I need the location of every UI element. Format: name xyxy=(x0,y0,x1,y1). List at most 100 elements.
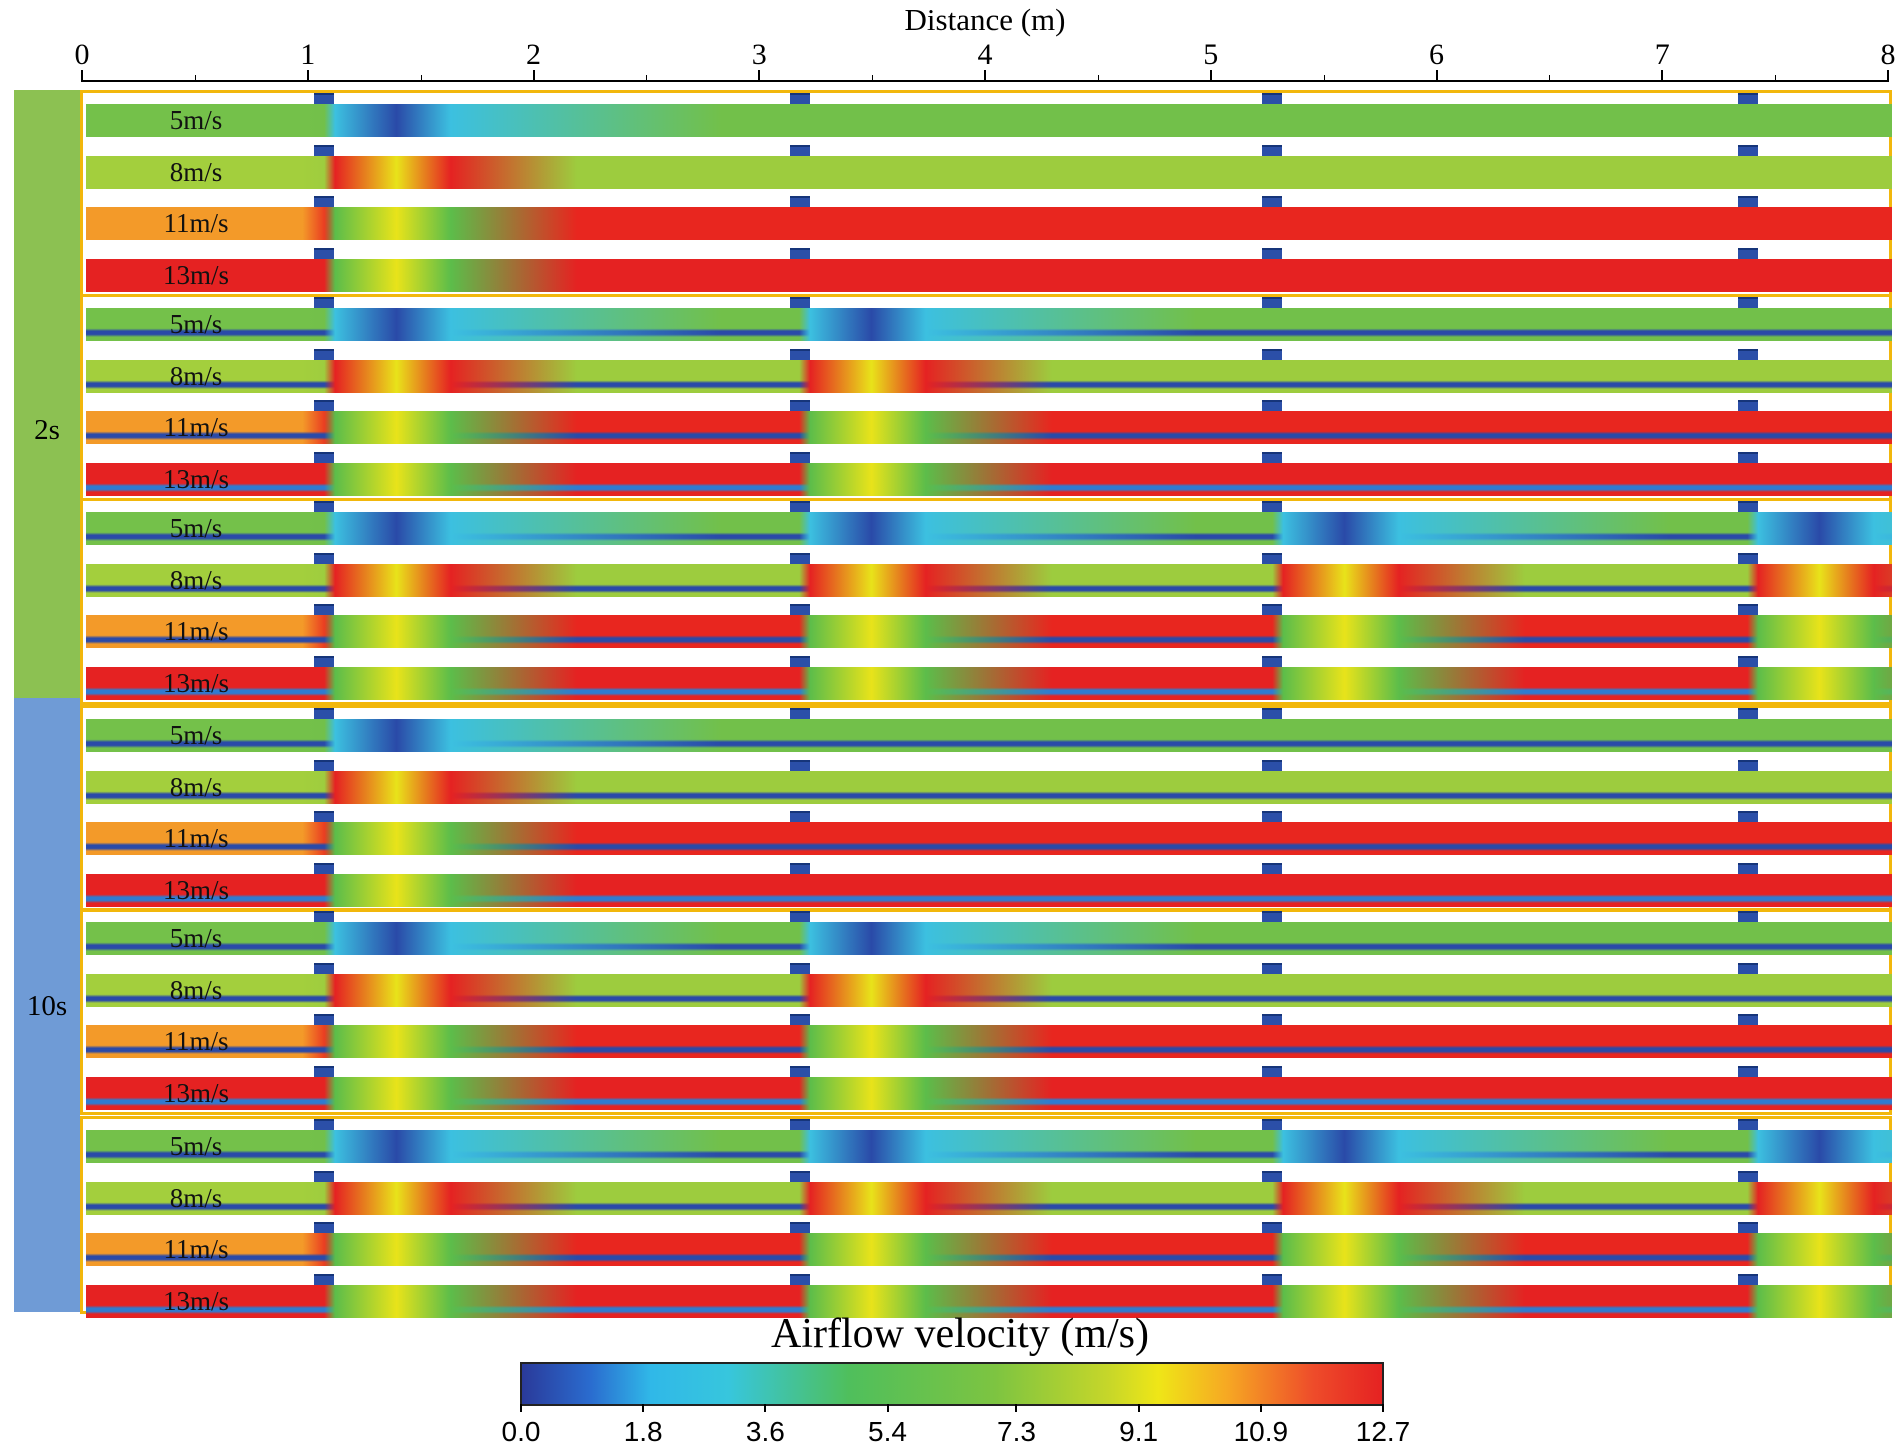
time-group-bar-10s xyxy=(14,698,80,1312)
inlet-speed-label: 13m/s xyxy=(162,1285,229,1316)
velocity-band-5m-s xyxy=(86,922,1892,955)
inlet-speed-label: 8m/s xyxy=(169,360,223,391)
obstacle-marker xyxy=(313,400,334,411)
obstacle-marker xyxy=(1738,1119,1759,1130)
obstacle-marker xyxy=(1261,501,1282,512)
time-group-bar-2s xyxy=(14,90,80,698)
obstacle-marker xyxy=(313,1170,334,1182)
obstacle-marker xyxy=(1261,1273,1282,1285)
colorbar xyxy=(520,1362,1384,1406)
x-tick-label: 1 xyxy=(300,38,316,71)
obstacle-marker xyxy=(313,247,334,259)
obstacle-marker xyxy=(313,451,334,463)
inlet-speed-label: 13m/s xyxy=(162,874,229,905)
inlet-speed-label: 11m/s xyxy=(163,616,229,646)
x-tick-label: 7 xyxy=(1654,38,1670,71)
x-minor-tick xyxy=(646,75,648,82)
obstacle-marker xyxy=(313,552,334,564)
inlet-speed-label: 5m/s xyxy=(169,513,223,543)
velocity-band-8m-s xyxy=(86,155,1892,189)
colorbar-tick-mark xyxy=(1382,1404,1384,1412)
obstacle-marker xyxy=(789,501,810,512)
obstacle-marker xyxy=(1261,759,1282,771)
obstacle-marker xyxy=(1738,196,1759,207)
obstacle-marker xyxy=(789,1273,810,1285)
velocity-band-13m-s xyxy=(86,462,1892,496)
x-minor-tick xyxy=(1097,75,1099,82)
obstacle-marker xyxy=(1261,1014,1282,1025)
obstacle-marker xyxy=(1261,1065,1282,1077)
obstacle-marker xyxy=(313,1222,334,1233)
obstacle-marker xyxy=(313,93,334,104)
colorbar-tick-label: 0.0 xyxy=(501,1416,541,1447)
x-tick-mark xyxy=(81,70,83,82)
inlet-speed-label: 11m/s xyxy=(163,208,229,238)
obstacle-marker xyxy=(789,759,810,771)
obstacle-marker xyxy=(789,862,810,874)
obstacle-marker xyxy=(1738,1273,1759,1285)
obstacle-marker xyxy=(313,501,334,512)
x-tick-label: 6 xyxy=(1429,38,1444,71)
colorbar-tick-mark xyxy=(642,1404,645,1412)
obstacle-marker xyxy=(789,196,810,207)
obstacle-marker xyxy=(789,93,810,104)
obstacle-marker xyxy=(1738,93,1759,104)
velocity-band-5m-s xyxy=(86,308,1892,341)
obstacle-marker xyxy=(789,708,810,719)
x-tick-label: 3 xyxy=(751,38,767,71)
x-axis-title: Distance (m) xyxy=(904,2,1066,37)
inlet-speed-label: 8m/s xyxy=(169,564,223,595)
x-minor-tick xyxy=(1323,75,1325,82)
obstacle-marker xyxy=(789,451,810,463)
obstacle-marker xyxy=(1261,708,1282,719)
velocity-band-13m-s xyxy=(86,666,1892,700)
obstacle-marker xyxy=(1738,144,1759,156)
colorbar-tick-label: 9.1 xyxy=(1119,1416,1159,1447)
obstacle-marker xyxy=(1261,811,1282,822)
velocity-band-11m-s xyxy=(86,615,1892,648)
inlet-speed-label: 13m/s xyxy=(162,667,229,698)
inlet-speed-label: 13m/s xyxy=(162,1077,229,1108)
obstacle-marker xyxy=(1261,911,1282,922)
obstacle-marker xyxy=(313,297,334,308)
velocity-band-11m-s xyxy=(86,411,1892,444)
obstacle-marker xyxy=(313,1119,334,1130)
velocity-band-5m-s xyxy=(86,104,1892,137)
inlet-speed-label: 13m/s xyxy=(162,463,229,494)
obstacle-marker xyxy=(789,1170,810,1182)
velocity-band-5m-s xyxy=(86,512,1892,545)
velocity-band-8m-s xyxy=(86,770,1892,804)
velocity-band-8m-s xyxy=(86,359,1892,393)
inlet-speed-label: 8m/s xyxy=(169,771,223,802)
obstacle-marker xyxy=(313,1014,334,1025)
obstacle-marker xyxy=(1261,862,1282,874)
x-tick-label: 4 xyxy=(977,38,993,71)
obstacle-marker xyxy=(789,348,810,360)
obstacle-marker xyxy=(313,911,334,922)
obstacle-marker xyxy=(1738,1170,1759,1182)
obstacle-marker xyxy=(1261,962,1282,974)
x-tick-label: 5 xyxy=(1203,38,1219,71)
colorbar-title: Airflow velocity (m/s) xyxy=(771,1311,1149,1357)
colorbar-tick-mark xyxy=(764,1404,767,1412)
colorbar-tick-label: 7.3 xyxy=(997,1416,1036,1447)
x-tick-mark xyxy=(1209,70,1212,82)
obstacle-marker xyxy=(1261,247,1282,259)
obstacle-marker xyxy=(1738,811,1759,822)
obstacle-marker xyxy=(789,811,810,822)
inlet-speed-label: 5m/s xyxy=(169,309,223,339)
inlet-speed-label: 11m/s xyxy=(163,823,229,853)
obstacle-marker xyxy=(313,144,334,156)
panel-frame xyxy=(80,498,1892,705)
inlet-speed-label: 11m/s xyxy=(163,1026,229,1056)
velocity-band-11m-s xyxy=(86,207,1892,240)
obstacle-marker xyxy=(789,911,810,922)
obstacle-marker xyxy=(1738,1014,1759,1025)
colorbar-tick-mark xyxy=(1015,1404,1018,1412)
obstacle-marker xyxy=(1261,1119,1282,1130)
obstacle-marker xyxy=(1738,655,1759,667)
x-tick-label: 8 xyxy=(1880,38,1896,71)
velocity-band-13m-s xyxy=(86,258,1892,292)
obstacle-marker xyxy=(1261,1222,1282,1233)
